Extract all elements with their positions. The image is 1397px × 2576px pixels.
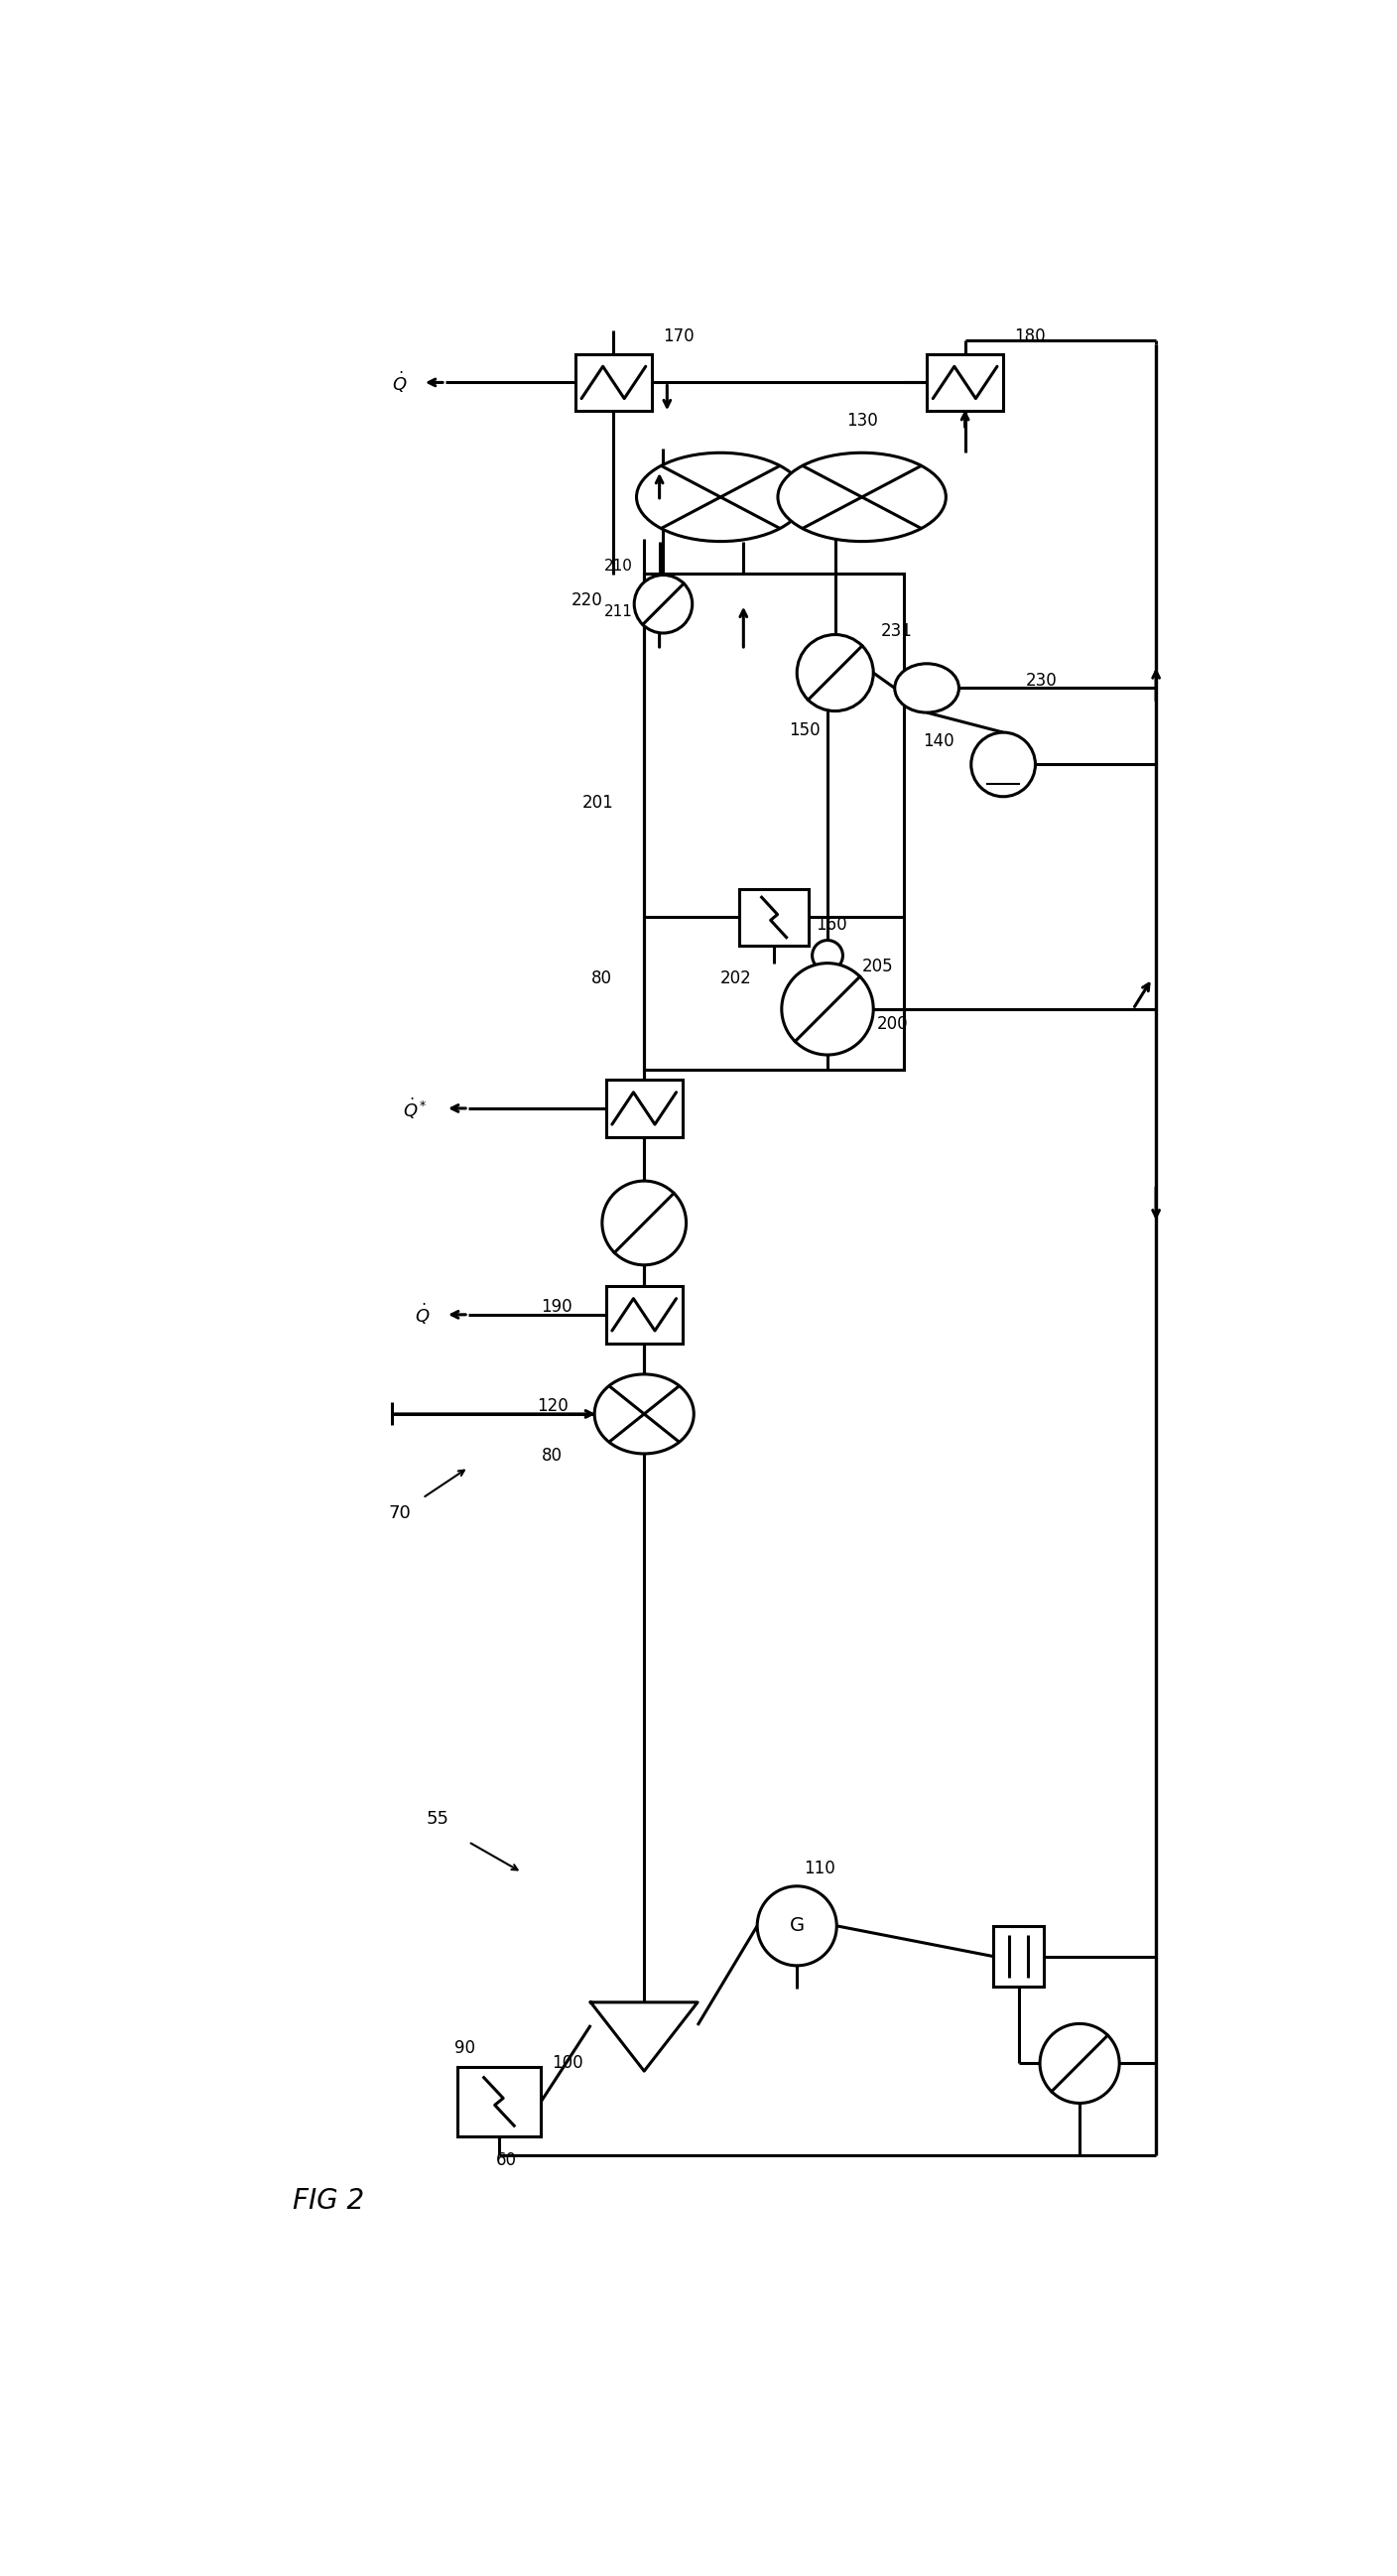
Text: 80: 80 [542, 1448, 563, 1466]
Text: 100: 100 [552, 2056, 584, 2071]
Text: 90: 90 [454, 2040, 475, 2058]
Circle shape [812, 940, 842, 971]
Text: 60: 60 [496, 2151, 517, 2169]
Circle shape [782, 963, 873, 1054]
Text: 170: 170 [662, 327, 694, 345]
Bar [926, 353, 1003, 412]
Text: 211: 211 [604, 605, 633, 618]
Circle shape [971, 732, 1035, 796]
Text: 210: 210 [604, 559, 633, 574]
Text: $\dot{Q}$: $\dot{Q}$ [393, 371, 408, 394]
Text: 150: 150 [789, 721, 820, 739]
Circle shape [757, 1886, 837, 1965]
Bar [606, 1285, 682, 1342]
Bar [457, 2066, 541, 2136]
Text: 160: 160 [816, 917, 847, 935]
Text: G: G [789, 1917, 805, 1935]
Circle shape [602, 1180, 686, 1265]
Text: 180: 180 [1014, 327, 1045, 345]
Text: 230: 230 [1025, 672, 1058, 690]
Text: 190: 190 [541, 1298, 571, 1316]
Text: 70: 70 [388, 1504, 411, 1522]
Polygon shape [591, 2002, 697, 2071]
Text: 201: 201 [583, 793, 615, 811]
Text: 202: 202 [719, 969, 752, 987]
Circle shape [634, 574, 693, 634]
Text: 55: 55 [426, 1811, 450, 1829]
Bar [644, 574, 904, 1069]
Text: $\dot{Q}$: $\dot{Q}$ [415, 1301, 430, 1327]
Circle shape [796, 634, 873, 711]
Text: 110: 110 [805, 1860, 835, 1878]
Text: 80: 80 [592, 969, 612, 987]
Ellipse shape [778, 453, 946, 541]
Ellipse shape [894, 665, 958, 714]
Bar [993, 1927, 1044, 1986]
Bar [739, 889, 809, 945]
Ellipse shape [595, 1373, 694, 1453]
Circle shape [1039, 2025, 1119, 2102]
Text: 231: 231 [880, 621, 912, 639]
Bar [606, 1079, 682, 1136]
Text: FIG 2: FIG 2 [293, 2187, 365, 2215]
Ellipse shape [637, 453, 805, 541]
Text: 120: 120 [536, 1396, 569, 1414]
Text: 220: 220 [571, 592, 602, 608]
Text: 140: 140 [922, 732, 954, 750]
Text: 130: 130 [847, 412, 877, 430]
Bar [576, 353, 652, 412]
Text: $\dot{Q}^*$: $\dot{Q}^*$ [402, 1095, 427, 1121]
Text: 200: 200 [877, 1015, 908, 1033]
Text: 205: 205 [862, 958, 893, 976]
